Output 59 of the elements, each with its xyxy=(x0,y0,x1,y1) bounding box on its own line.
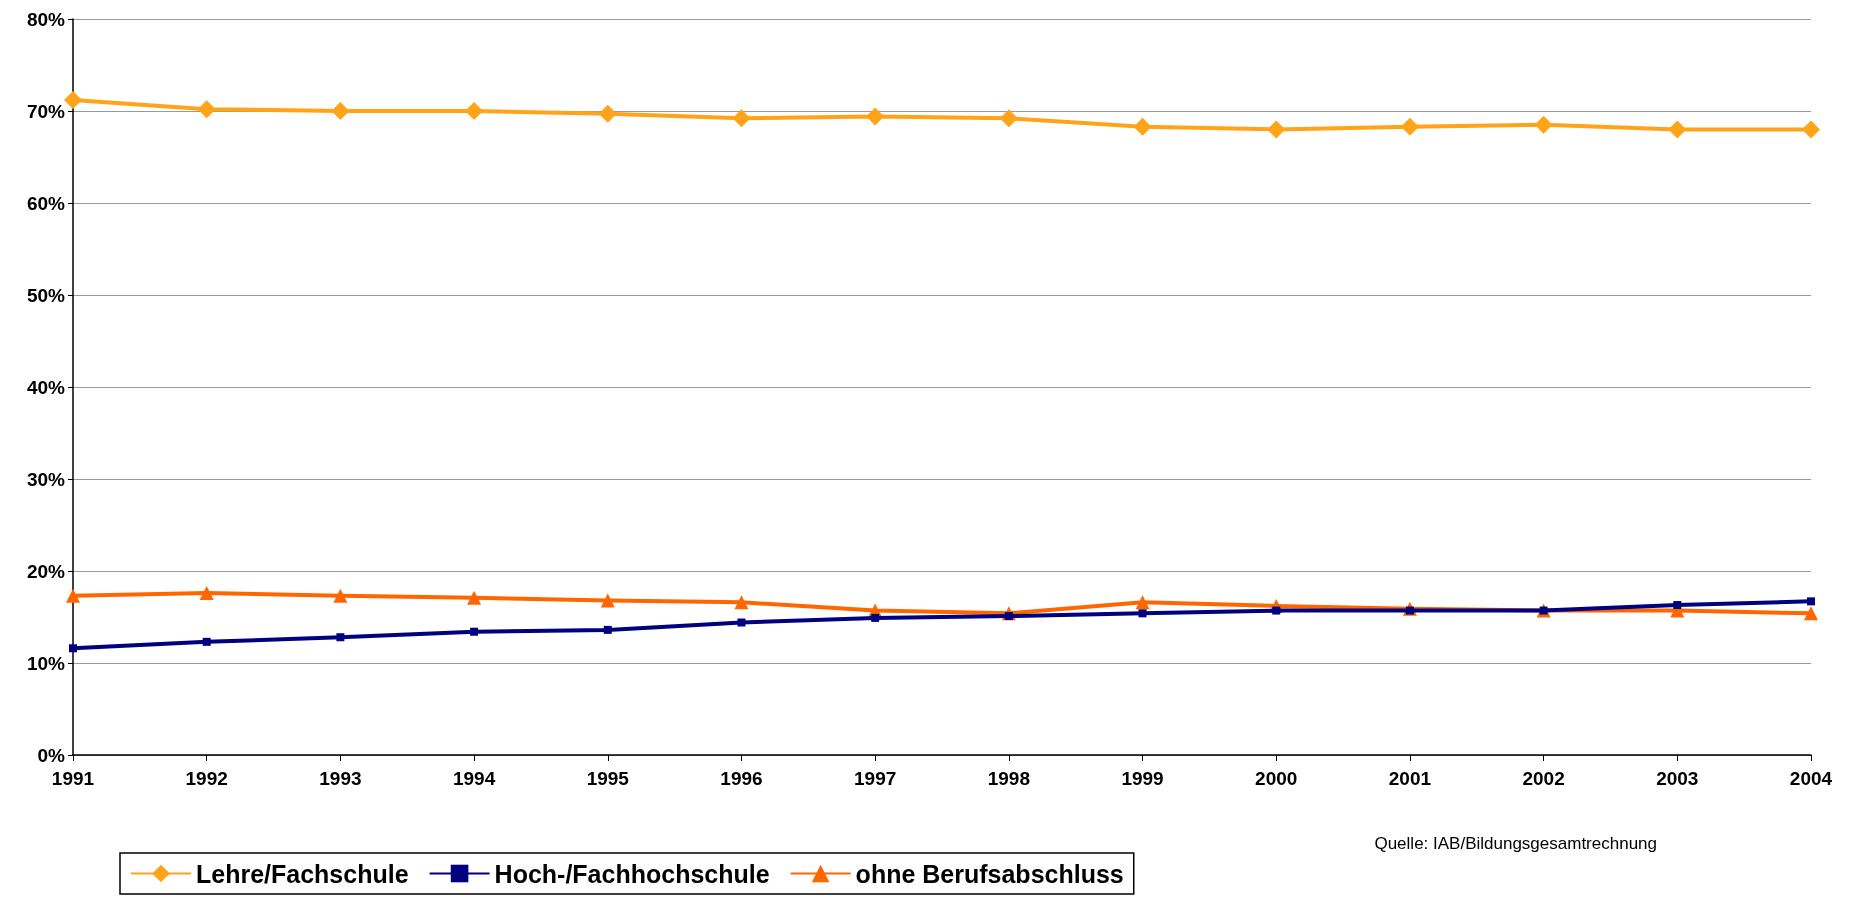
point xyxy=(465,102,484,120)
source-note: Quelle: IAB/Bildungsgesamtrechnung xyxy=(1374,834,1657,853)
point xyxy=(199,586,214,601)
point xyxy=(1807,597,1815,606)
y-tick-label: 40% xyxy=(26,376,66,398)
point xyxy=(600,593,615,608)
y-tick-label: 80% xyxy=(26,8,66,30)
point xyxy=(999,109,1018,128)
point xyxy=(331,102,350,120)
y-tick-label: 0% xyxy=(37,744,66,766)
x-tick-label: 2001 xyxy=(1388,768,1432,789)
x-tick-label: 1995 xyxy=(586,768,630,789)
point xyxy=(1534,115,1553,134)
x-tick-label: 1991 xyxy=(51,768,95,789)
point xyxy=(1400,117,1419,136)
y-tick-label: 20% xyxy=(26,560,66,582)
point xyxy=(732,109,751,128)
x-tick-label: 2002 xyxy=(1522,768,1565,789)
x-tick-label: 1994 xyxy=(452,768,496,789)
point xyxy=(1133,117,1152,136)
point xyxy=(1267,120,1286,139)
point xyxy=(197,100,216,119)
x-tick-label: 1992 xyxy=(185,768,228,789)
y-tick-label: 30% xyxy=(26,468,66,490)
y-tick-label: 50% xyxy=(26,284,66,306)
legend-label: Lehre/Fachschule xyxy=(196,859,409,888)
x-tick-label: 1997 xyxy=(854,768,897,789)
point xyxy=(336,633,345,642)
y-tick-label: 60% xyxy=(26,192,66,214)
point xyxy=(734,595,749,610)
point xyxy=(603,625,612,634)
point xyxy=(1802,120,1820,139)
point xyxy=(737,618,746,627)
x-tick-label: 2000 xyxy=(1255,768,1298,789)
point xyxy=(66,588,80,603)
point xyxy=(871,613,880,622)
y-tick-label: 70% xyxy=(26,100,66,122)
y-tick-label: 10% xyxy=(26,652,66,674)
x-tick-label: 1993 xyxy=(319,768,362,789)
point xyxy=(467,590,482,605)
point xyxy=(1804,606,1818,621)
point xyxy=(598,104,617,123)
point xyxy=(1673,601,1682,610)
x-tick-label: 1999 xyxy=(1121,768,1164,789)
point xyxy=(69,644,77,653)
x-tick-label: 2004 xyxy=(1789,768,1833,789)
point xyxy=(1668,120,1687,139)
legend-label: Hoch-/Fachhochschule xyxy=(494,859,770,888)
x-tick-label: 1996 xyxy=(720,768,763,789)
legend-label: ohne Berufsabschluss xyxy=(855,859,1124,888)
x-tick-label: 1998 xyxy=(987,768,1030,789)
point xyxy=(333,588,348,603)
point xyxy=(64,90,82,109)
point xyxy=(470,627,479,636)
x-tick-label: 2003 xyxy=(1656,768,1699,789)
point xyxy=(202,637,211,646)
point xyxy=(1138,609,1147,618)
point xyxy=(866,107,885,126)
point xyxy=(1135,595,1150,610)
